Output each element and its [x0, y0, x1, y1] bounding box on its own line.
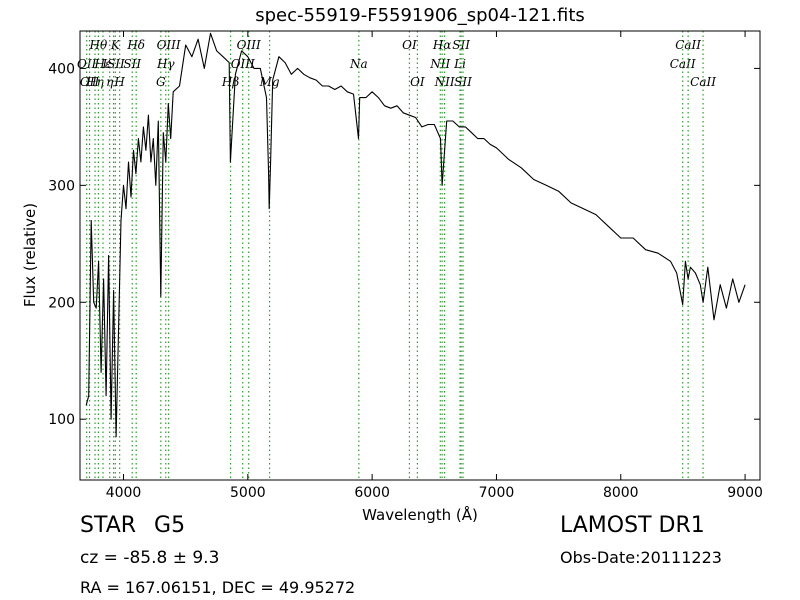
marker-label-26: SII	[454, 75, 472, 89]
marker-label-3: Hθ	[89, 38, 108, 52]
spectrum-series-0	[85, 32, 746, 438]
marker-label-8: H	[113, 75, 125, 89]
line-markers: OIIOIIHηHθHεηKISIIHHδSIIGHγOIIIHβOIIIOII…	[77, 31, 716, 480]
x-tick-label-3: 7000	[479, 485, 515, 501]
spectral-class: STAR G5	[80, 513, 185, 538]
marker-label-19: OI	[402, 38, 417, 52]
marker-label-27: CaII	[670, 57, 696, 71]
coordinates: RA = 167.06151, DEC = 49.95272	[80, 578, 356, 597]
redshift-cz: cz = -85.8 ± 9.3	[80, 548, 220, 568]
marker-label-14: Hβ	[221, 75, 239, 89]
object-class: STAR	[80, 513, 137, 538]
marker-label-23: NII	[434, 75, 455, 89]
x-tick-label-1: 5000	[230, 485, 266, 501]
axis-ticks: 4000 5000 6000 7000 8000 9000 100 200 300 400	[48, 31, 763, 501]
x-tick-label-0: 4000	[106, 485, 142, 501]
marker-label-20: OI	[410, 75, 425, 89]
y-tick-label-3: 400	[48, 61, 75, 77]
marker-label-7: ISII	[101, 57, 125, 71]
marker-label-12: Hγ	[156, 57, 175, 71]
x-tick-label-4: 8000	[603, 485, 639, 501]
marker-label-21: NII	[429, 57, 450, 71]
object-subclass: G5	[154, 513, 186, 538]
marker-label-5: η	[106, 75, 114, 89]
marker-label-28: CaII	[675, 38, 701, 52]
marker-label-25: SII	[452, 38, 470, 52]
marker-label-29: CaII	[690, 75, 716, 89]
y-tick-label-2: 300	[48, 178, 75, 194]
marker-label-18: Na	[349, 57, 368, 71]
marker-label-16: OIII	[237, 38, 261, 52]
marker-label-24: Li	[453, 57, 466, 71]
marker-label-2: Hη	[85, 75, 104, 89]
marker-label-4: Hε	[94, 57, 112, 71]
y-axis-label: Flux (relative)	[21, 202, 39, 308]
plot-frame	[79, 30, 761, 481]
marker-label-0: OII	[77, 57, 97, 71]
x-tick-label-2: 6000	[354, 485, 390, 501]
y-tick-label-1: 200	[48, 295, 75, 311]
series-layer	[85, 32, 746, 438]
y-tick-label-0: 100	[48, 412, 75, 428]
marker-label-11: G	[156, 75, 166, 89]
marker-label-9: Hδ	[126, 38, 145, 52]
marker-label-22: Hα	[432, 38, 452, 52]
marker-label-13: OIII	[157, 38, 181, 52]
x-tick-label-5: 9000	[727, 485, 763, 501]
x-axis-label: Wavelength (Å)	[362, 506, 478, 524]
observation-date: Obs-Date:20111223	[560, 548, 722, 567]
chart-title: spec-55919-F5591906_sp04-121.fits	[255, 5, 585, 26]
survey-name: LAMOST DR1	[560, 513, 705, 538]
marker-label-6: K	[110, 38, 121, 52]
marker-label-10: SII	[123, 57, 141, 71]
